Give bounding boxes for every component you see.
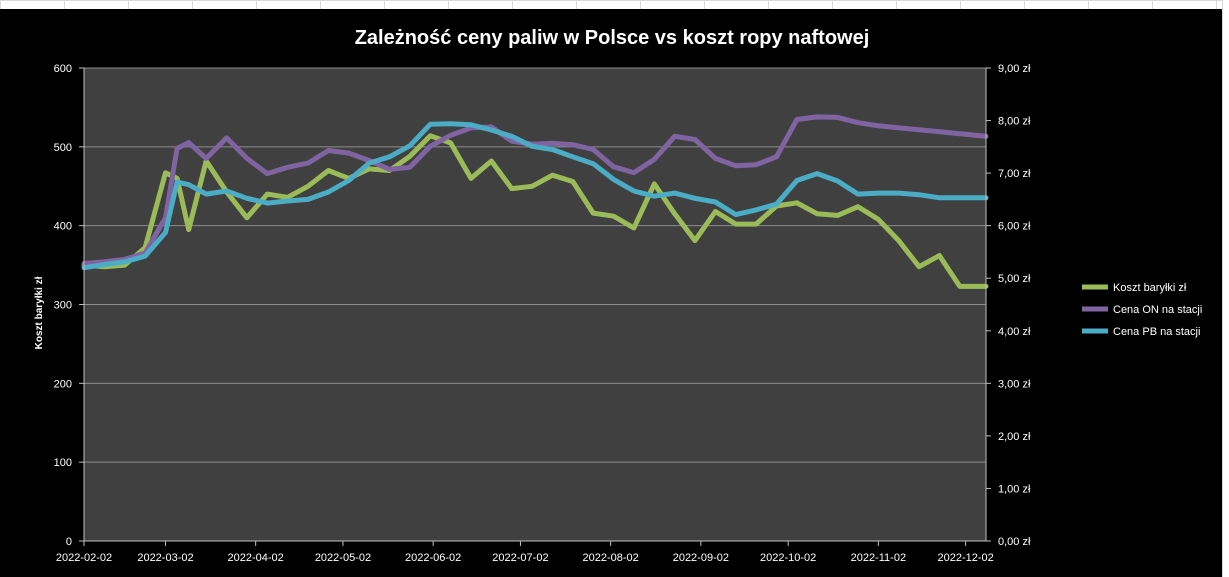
series-line[interactable] xyxy=(81,133,989,289)
y2-tick-label: 7,00 zł xyxy=(998,168,1031,180)
y2-tick-label: 3,00 zł xyxy=(998,378,1031,390)
legend-label: Cena PB na stacji xyxy=(1113,326,1200,338)
sheet-right-edge xyxy=(1222,0,1229,577)
x-tick-label: 2022-04-02 xyxy=(228,552,284,564)
y-tick-label: 400 xyxy=(54,221,72,233)
y2-tick-label: 4,00 zł xyxy=(998,326,1031,338)
x-tick-label: 2022-09-02 xyxy=(673,552,729,564)
y2-tick-label: 2,00 zł xyxy=(998,431,1031,443)
x-tick-label: 2022-12-02 xyxy=(937,552,993,564)
series-line[interactable] xyxy=(81,121,989,271)
y-axis-left: 0 100 200 300 400 500 600 xyxy=(54,63,85,548)
y2-tick-label: 5,00 zł xyxy=(998,273,1031,285)
x-tick-label: 2022-08-02 xyxy=(583,552,639,564)
x-tick-label: 2022-02-02 xyxy=(56,552,112,564)
x-tick-label: 2022-05-02 xyxy=(315,552,371,564)
y-axis-title: Koszt baryłki zł xyxy=(34,276,45,349)
y2-tick-label: 6,00 zł xyxy=(998,221,1031,233)
y-tick-label: 100 xyxy=(54,457,72,469)
legend-item[interactable]: Koszt baryłki zł xyxy=(1082,282,1187,294)
x-tick-label: 2022-11-02 xyxy=(851,552,906,564)
y2-tick-label: 9,00 zł xyxy=(998,63,1031,75)
y-axis-right: 0,00 zł 1,00 zł 2,00 zł 3,00 zł 4,00 zł 5,00 … xyxy=(985,63,1031,548)
x-axis: 2022-02-02 2022-03-02 2022-04-02 2022-05-02… xyxy=(56,540,994,564)
y-tick-label: 600 xyxy=(54,63,72,75)
y-tick-label: 200 xyxy=(54,378,72,390)
chart-title: Zależność ceny paliw w Polsce vs koszt r… xyxy=(355,27,870,49)
x-tick-label: 2022-03-02 xyxy=(137,552,193,564)
y2-tick-label: 1,00 zł xyxy=(998,483,1031,495)
legend-item[interactable]: Cena PB na stacji xyxy=(1082,326,1200,338)
x-tick-label: 2022-10-02 xyxy=(760,552,816,564)
y-tick-label: 300 xyxy=(54,300,72,312)
y2-tick-label: 0,00 zł xyxy=(998,536,1031,548)
x-tick-label: 2022-07-02 xyxy=(492,552,548,564)
legend-label: Koszt baryłki zł xyxy=(1113,282,1187,294)
y2-tick-label: 8,00 zł xyxy=(998,116,1031,128)
line-chart[interactable]: Zależność ceny paliw w Polsce vs koszt r… xyxy=(0,9,1222,577)
legend-item[interactable]: Cena ON na stacji xyxy=(1082,304,1202,316)
legend[interactable]: Koszt baryłki zł Cena ON na stacji Cena PB… xyxy=(1082,282,1202,338)
y-tick-label: 500 xyxy=(54,142,72,154)
legend-label: Cena ON na stacji xyxy=(1113,304,1202,316)
x-tick-label: 2022-06-02 xyxy=(405,552,461,564)
y-tick-label: 0 xyxy=(66,536,72,548)
series-lines xyxy=(81,114,989,289)
